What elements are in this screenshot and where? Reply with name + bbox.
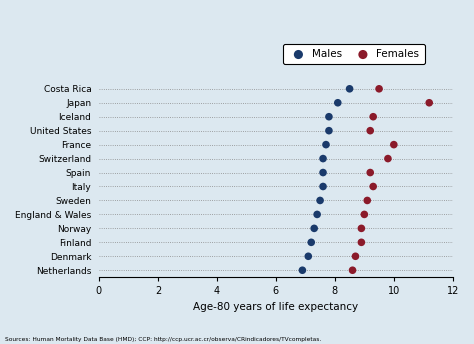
Males [319, 170, 327, 175]
Females [384, 156, 392, 161]
Males [334, 100, 342, 106]
Females [357, 226, 365, 231]
Males [310, 226, 318, 231]
Females [366, 170, 374, 175]
Females [349, 268, 356, 273]
Males [322, 142, 330, 147]
Females [366, 128, 374, 133]
Males [313, 212, 321, 217]
Text: Sources: Human Mortality Data Base (HMD); CCP: http://ccp.ucr.ac.cr/observa/CRin: Sources: Human Mortality Data Base (HMD)… [5, 337, 321, 342]
Males [316, 198, 324, 203]
Males [346, 86, 354, 92]
Females [375, 86, 383, 92]
Females [390, 142, 398, 147]
Females [369, 114, 377, 119]
Females [357, 239, 365, 245]
Males [325, 128, 333, 133]
Females [352, 254, 359, 259]
Males [319, 156, 327, 161]
Females [426, 100, 433, 106]
Legend: Males, Females: Males, Females [283, 44, 425, 64]
Males [308, 239, 315, 245]
X-axis label: Age-80 years of life expectancy: Age-80 years of life expectancy [193, 302, 358, 312]
Males [325, 114, 333, 119]
Females [364, 198, 371, 203]
Males [319, 184, 327, 189]
Males [299, 268, 306, 273]
Females [369, 184, 377, 189]
Males [304, 254, 312, 259]
Females [361, 212, 368, 217]
